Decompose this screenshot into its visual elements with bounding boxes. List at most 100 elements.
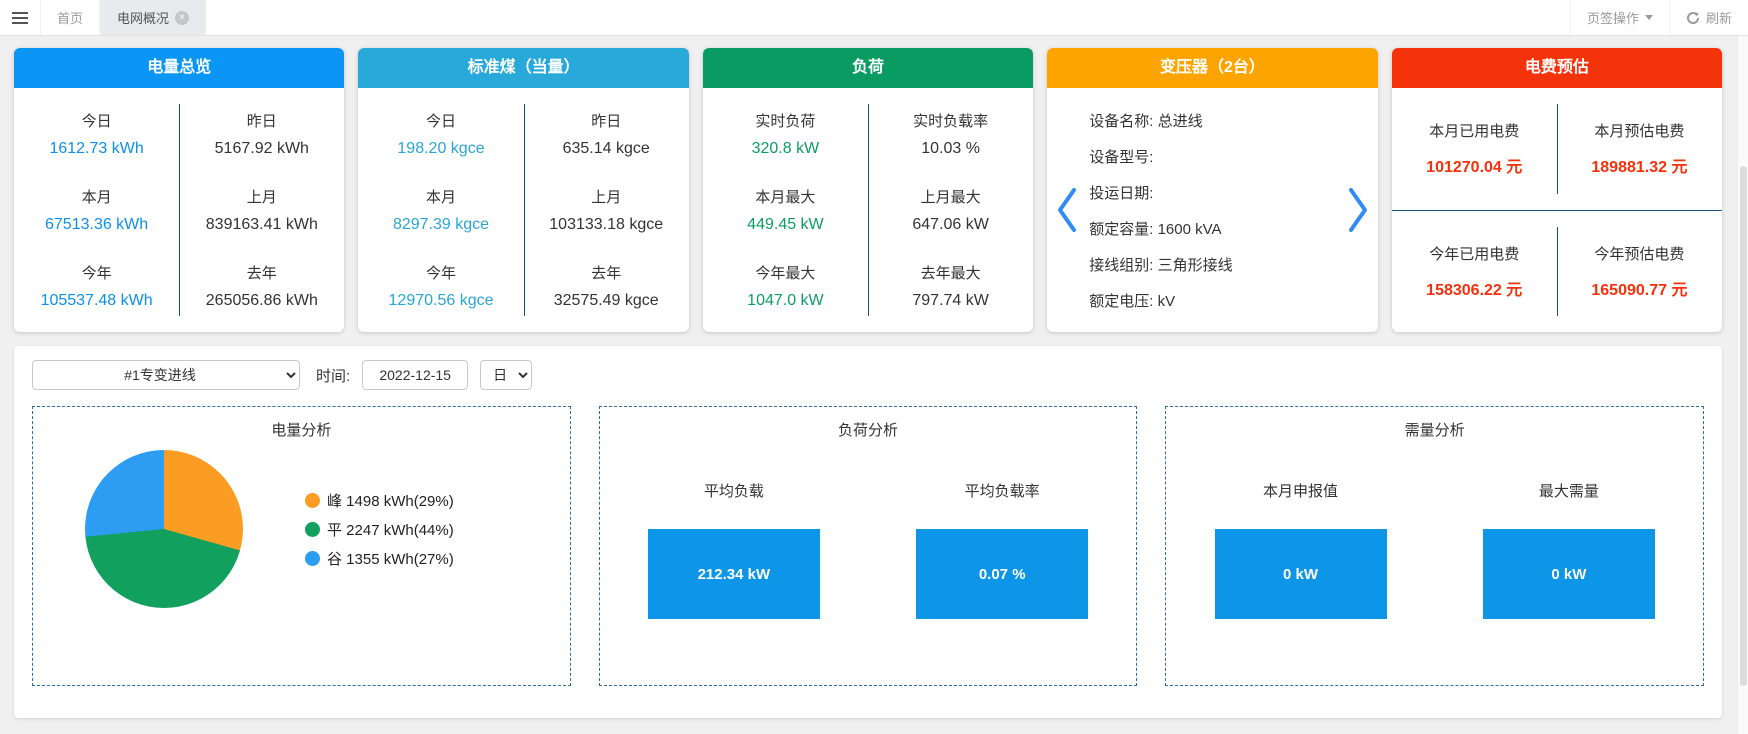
card-load-body: 实时负荷 320.8 kW 实时负载率 10.03 % 本月最大 449.45 kW … (703, 88, 1033, 332)
card-transformer: 变压器（2台） 设备名称: 总进线 设备型号: 投运日期: 额定容量: 1600… (1047, 48, 1378, 332)
time-label: 时间: (316, 367, 351, 385)
card-transformer-title: 变压器（2台） (1047, 48, 1378, 88)
stat-label: 本月 (426, 189, 457, 206)
tab-operations-button[interactable]: 页签操作 (1569, 0, 1669, 35)
metric-avg-load: 平均负载 212.34 kW (600, 480, 868, 619)
fee-value: 189881.32 元 (1591, 159, 1688, 177)
fee-value: 165090.77 元 (1591, 281, 1688, 299)
card-load: 负荷 实时负荷 320.8 kW 实时负载率 10.03 % 本月最大 449.45 … (702, 48, 1034, 332)
stat-value: 797.74 kW (912, 292, 989, 309)
stat-label: 本月最大 (755, 189, 816, 206)
legend-item-flat[interactable]: 平 2247 kWh(44%) (305, 519, 454, 540)
transformer-row: 投运日期: (1089, 184, 1154, 202)
panel-energy-title: 电量分析 (271, 422, 332, 439)
fee-value: 101270.04 元 (1426, 159, 1523, 177)
transformer-rows: 设备名称: 总进线 设备型号: 投运日期: 额定容量: 1600 kVA 接线组… (1087, 88, 1337, 332)
metric-label: 本月申报值 (1263, 483, 1339, 500)
close-tab-icon[interactable]: × (175, 10, 190, 25)
metric-declared-value: 本月申报值 0 kW (1166, 480, 1434, 619)
divider (1556, 226, 1558, 316)
legend-swatch-icon (305, 550, 320, 566)
stat-value: 32575.49 kgce (553, 292, 659, 309)
legend-item-peak[interactable]: 峰 1498 kWh(29%) (305, 490, 454, 511)
transformer-row: 额定电压: kV (1089, 292, 1176, 310)
stat-label: 上月最大 (920, 189, 981, 206)
pie-legend: 峰 1498 kWh(29%) 平 2247 kWh(44%) 谷 1355 k… (305, 490, 454, 569)
stat-value: 320.8 kW (751, 140, 820, 157)
legend-item-valley[interactable]: 谷 1355 kWh(27%) (305, 548, 454, 569)
panel-load-title: 负荷分析 (838, 422, 899, 439)
page-content: 电量总览 今日 1612.73 kWh 昨日 5167.92 kWh 本月 67513… (0, 36, 1748, 718)
divider (868, 104, 870, 316)
stat-value: 635.14 kgce (562, 140, 650, 157)
refresh-button[interactable]: 刷新 (1668, 0, 1748, 35)
granularity-select[interactable]: 日 (480, 360, 533, 390)
card-fees-title: 电费预估 (1391, 48, 1723, 88)
stat-value: 198.20 kgce (397, 140, 485, 157)
card-standard-coal: 标准煤（当量） 今日 198.20 kgce 昨日 635.14 kgce 本月 82… (358, 48, 689, 332)
topbar-actions: 页签操作 刷新 (1569, 0, 1748, 35)
metric-max-demand: 最大需量 0 kW (1435, 480, 1703, 619)
chevron-left-icon (1058, 188, 1077, 232)
metric-label: 最大需量 (1538, 483, 1599, 500)
stat-value: 10.03 % (921, 140, 980, 157)
stat-value: 839163.41 kWh (205, 216, 318, 233)
stat-label: 上月 (246, 189, 277, 206)
metric-value-box: 0 kW (1214, 529, 1387, 619)
pie-chart[interactable] (85, 450, 243, 608)
panel-demand-title: 需量分析 (1404, 422, 1465, 439)
kpi-cards-row: 电量总览 今日 1612.73 kWh 昨日 5167.92 kWh 本月 67513… (14, 48, 1723, 333)
legend-swatch-icon (305, 492, 320, 508)
carousel-next-button[interactable] (1338, 88, 1378, 332)
scrollbar[interactable] (1737, 36, 1748, 734)
card-load-title: 负荷 (702, 48, 1034, 88)
stat-value: 5167.92 kWh (214, 140, 309, 157)
card-fee-estimate: 电费预估 本月已用电费 101270.04 元 本月预估电费 189881.32 元… (1391, 48, 1723, 333)
fee-label: 本月已用电费 (1429, 123, 1520, 141)
fee-label: 今年预估电费 (1594, 245, 1685, 263)
stat-label: 昨日 (246, 113, 277, 130)
stat-label: 昨日 (591, 113, 622, 130)
hamburger-menu-icon[interactable] (0, 0, 40, 35)
divider (1556, 104, 1558, 194)
fees-year-row: 今年已用电费 158306.22 元 今年预估电费 165090.77 元 (1392, 211, 1722, 333)
analysis-panels-row: 电量分析 峰 1498 kWh(29%) 平 2247 kWh(44%) 谷 1… (32, 406, 1705, 686)
stat-value: 67513.36 kWh (45, 216, 149, 233)
date-input[interactable] (362, 360, 469, 390)
stat-value: 1612.73 kWh (49, 140, 144, 157)
stat-value: 265056.86 kWh (205, 292, 318, 309)
metric-value-box: 212.34 kW (647, 529, 820, 619)
card-coal-body: 今日 198.20 kgce 昨日 635.14 kgce 本月 8297.39 kg… (358, 88, 688, 332)
legend-swatch-icon (305, 521, 320, 537)
load-metrics: 平均负载 212.34 kW 平均负载率 0.07 % (600, 480, 1137, 619)
metric-label: 平均负载 (703, 483, 764, 500)
tab-home-label: 首页 (57, 11, 84, 26)
panel-demand-analysis: 需量分析 本月申报值 0 kW 最大需量 0 kW (1165, 406, 1705, 686)
stat-label: 去年 (591, 265, 622, 282)
transformer-row: 接线组别: 三角形接线 (1089, 256, 1233, 274)
stat-label: 今年 (426, 265, 457, 282)
transformer-row: 设备名称: 总进线 (1089, 112, 1203, 130)
tab-grid-overview[interactable]: 电网概况 × (100, 0, 207, 35)
metric-avg-load-rate: 平均负载率 0.07 % (868, 480, 1136, 619)
demand-metrics: 本月申报值 0 kW 最大需量 0 kW (1166, 480, 1703, 619)
carousel-prev-button[interactable] (1047, 88, 1087, 332)
transformer-row: 额定容量: 1600 kVA (1089, 220, 1222, 238)
stat-value: 449.45 kW (747, 216, 824, 233)
stat-label: 上月 (591, 189, 622, 206)
card-fees-body: 本月已用电费 101270.04 元 本月预估电费 189881.32 元 今年已用… (1391, 88, 1723, 333)
card-energy-overview: 电量总览 今日 1612.73 kWh 昨日 5167.92 kWh 本月 67513… (14, 48, 345, 332)
scrollbar-thumb[interactable] (1740, 166, 1747, 686)
fees-month-row: 本月已用电费 101270.04 元 本月预估电费 189881.32 元 (1391, 88, 1723, 211)
stat-value: 1047.0 kW (747, 292, 824, 309)
panel-load-analysis: 负荷分析 平均负载 212.34 kW 平均负载率 0.07 % (598, 406, 1138, 686)
metric-value-box: 0.07 % (916, 529, 1089, 619)
tab-home[interactable]: 首页 (40, 0, 101, 35)
refresh-icon (1687, 11, 1699, 24)
metric-value-box: 0 kW (1482, 529, 1655, 619)
line-select[interactable]: #1专变进线 (32, 360, 300, 390)
stat-value: 105537.48 kWh (40, 292, 153, 309)
tab-grid-overview-label: 电网概况 (117, 11, 170, 26)
pie-chart-area: 峰 1498 kWh(29%) 平 2247 kWh(44%) 谷 1355 k… (33, 450, 570, 608)
panel-energy-analysis: 电量分析 峰 1498 kWh(29%) 平 2247 kWh(44%) 谷 1… (32, 406, 571, 686)
